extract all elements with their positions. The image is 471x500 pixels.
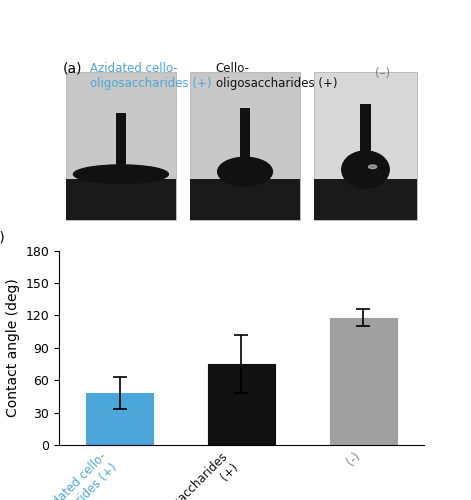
Text: Cello-
oligosaccharides (+): Cello- oligosaccharides (+) bbox=[216, 62, 337, 90]
Bar bbox=[360, 104, 371, 160]
Bar bbox=[190, 72, 300, 221]
Ellipse shape bbox=[218, 158, 272, 186]
Bar bbox=[86, 393, 153, 445]
Text: (a): (a) bbox=[63, 62, 82, 76]
Text: (b): (b) bbox=[0, 231, 6, 245]
Text: Azidated cello-
oligosaccharides (+): Azidated cello- oligosaccharides (+) bbox=[90, 62, 211, 90]
Bar bbox=[66, 72, 176, 221]
Bar bbox=[330, 318, 397, 445]
Bar bbox=[315, 72, 417, 221]
Ellipse shape bbox=[73, 165, 169, 184]
Ellipse shape bbox=[368, 165, 377, 168]
Bar bbox=[116, 113, 126, 170]
Bar bbox=[208, 364, 275, 445]
Text: (–): (–) bbox=[374, 67, 390, 80]
Bar bbox=[190, 179, 300, 220]
Bar bbox=[240, 108, 250, 164]
Bar bbox=[315, 179, 417, 220]
Bar bbox=[66, 179, 176, 220]
Ellipse shape bbox=[342, 151, 389, 188]
Y-axis label: Contact angle (deg): Contact angle (deg) bbox=[6, 278, 20, 417]
